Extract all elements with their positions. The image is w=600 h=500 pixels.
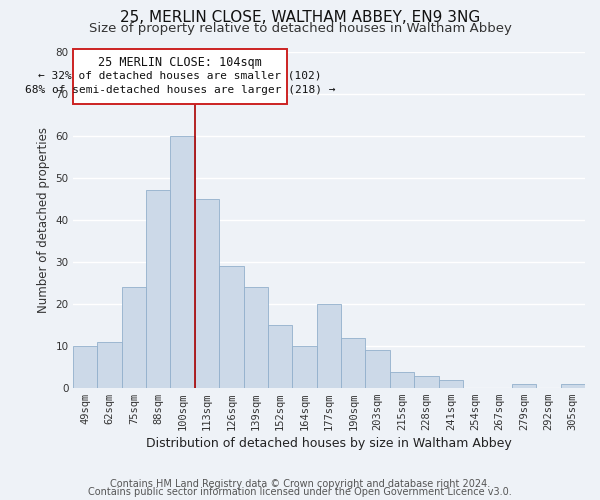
X-axis label: Distribution of detached houses by size in Waltham Abbey: Distribution of detached houses by size … — [146, 437, 512, 450]
Bar — [292, 346, 317, 389]
Bar — [219, 266, 244, 388]
Text: 25, MERLIN CLOSE, WALTHAM ABBEY, EN9 3NG: 25, MERLIN CLOSE, WALTHAM ABBEY, EN9 3NG — [120, 10, 480, 25]
Bar — [560, 384, 585, 388]
Bar — [268, 325, 292, 388]
Bar — [146, 190, 170, 388]
Bar — [414, 376, 439, 388]
Text: 25 MERLIN CLOSE: 104sqm: 25 MERLIN CLOSE: 104sqm — [98, 56, 262, 68]
FancyBboxPatch shape — [73, 50, 287, 104]
Bar — [365, 350, 390, 389]
Bar — [170, 136, 195, 388]
Bar — [439, 380, 463, 388]
Bar — [122, 288, 146, 388]
Bar — [512, 384, 536, 388]
Text: Contains HM Land Registry data © Crown copyright and database right 2024.: Contains HM Land Registry data © Crown c… — [110, 479, 490, 489]
Text: Size of property relative to detached houses in Waltham Abbey: Size of property relative to detached ho… — [89, 22, 511, 35]
Text: 68% of semi-detached houses are larger (218) →: 68% of semi-detached houses are larger (… — [25, 85, 335, 95]
Bar — [244, 288, 268, 388]
Y-axis label: Number of detached properties: Number of detached properties — [37, 127, 50, 313]
Text: ← 32% of detached houses are smaller (102): ← 32% of detached houses are smaller (10… — [38, 70, 322, 81]
Bar — [341, 338, 365, 388]
Bar — [195, 199, 219, 388]
Bar — [97, 342, 122, 388]
Bar — [73, 346, 97, 389]
Bar — [390, 372, 414, 388]
Bar — [317, 304, 341, 388]
Text: Contains public sector information licensed under the Open Government Licence v3: Contains public sector information licen… — [88, 487, 512, 497]
